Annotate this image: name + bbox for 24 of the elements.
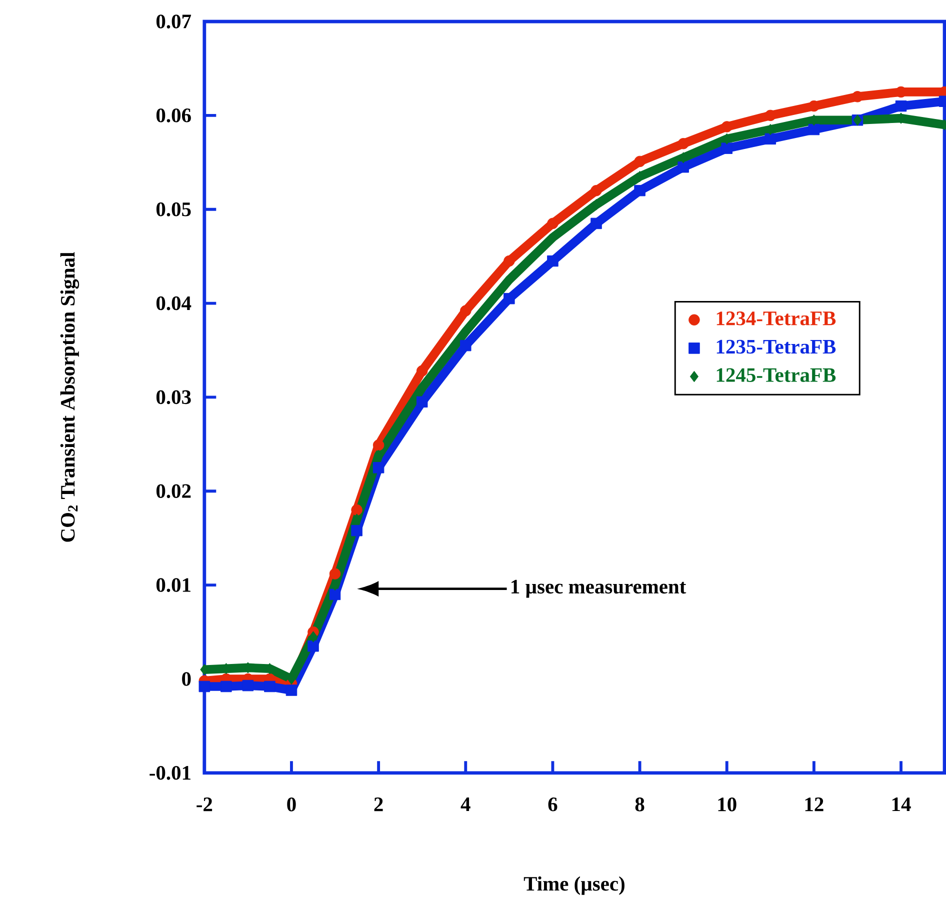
x-tick-label: 10: [718, 797, 736, 812]
y-tick-label: 0.01: [156, 578, 190, 592]
annotation: 1 µsec measurement: [512, 580, 686, 598]
y-axis-title: CO$_{2}$ Transient Absorption Signal: [60, 252, 80, 542]
legend-label: 1234-TetraFB: [716, 311, 836, 326]
y-tick-label: 0.07: [156, 14, 192, 28]
x-tick-label: -2: [196, 797, 212, 812]
x-axis-title: Time (µsec): [524, 876, 624, 895]
x-tick-label: 14: [892, 797, 911, 811]
y-tick-label: 0: [182, 672, 191, 686]
legend-label: 1235-TetraFB: [716, 340, 836, 354]
x-tick-label: 12: [805, 797, 824, 812]
x-tick-label: 8: [635, 797, 644, 812]
y-tick-label: 0.04: [156, 296, 192, 310]
x-tick-label: 0: [287, 797, 296, 812]
legend-label: 1245-TetraFB: [716, 368, 836, 382]
x-tick-label: 4: [460, 797, 470, 811]
y-tick-label: -0.01: [150, 766, 190, 780]
y-tick-label: 0.06: [156, 108, 191, 122]
x-tick-label: 6: [548, 797, 558, 812]
x-tick-label: 2: [374, 797, 383, 812]
y-tick-label: 0.05: [156, 202, 191, 216]
y-tick-label: 0.02: [156, 484, 191, 498]
y-tick-label: 0.03: [156, 390, 191, 404]
